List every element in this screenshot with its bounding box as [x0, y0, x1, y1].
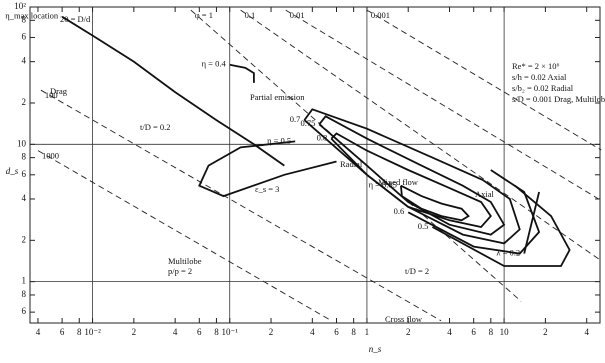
curve — [61, 15, 285, 167]
x-tick-label: 6 — [60, 327, 65, 337]
y-tick-label: 8 — [22, 289, 27, 299]
x-tick-label: 8 — [214, 327, 219, 337]
x-tick-label: 2 — [132, 327, 137, 337]
y-tick-label: 8 — [22, 152, 27, 162]
x-tick-label: 6 — [471, 327, 476, 337]
curve-label: 0.7 — [290, 114, 301, 124]
x-tick-label: 2 — [406, 327, 411, 337]
y-tick-label: 4 — [22, 193, 27, 203]
dashed-line — [240, 9, 602, 262]
curve — [431, 185, 571, 267]
curve-label: η_max location — [5, 11, 59, 21]
curve-label: 100 — [45, 90, 58, 100]
dashed-line — [366, 9, 602, 151]
y-tick-label: 2 — [22, 234, 27, 244]
annotation: s/b₂ = 0.02 Radial — [512, 83, 574, 93]
annotation: Axial — [475, 189, 495, 199]
curve-label: η = 0.85 — [369, 180, 397, 190]
annotation: p/p = 2 — [168, 266, 192, 276]
y-tick-label: 10² — [14, 1, 26, 11]
x-tick-label: 6 — [334, 327, 339, 337]
x-tick-label: 1 — [365, 327, 370, 337]
annotation: s/D = 0.001 Drag, Multilobe — [512, 94, 605, 104]
annotation: t/D = 2 — [405, 266, 429, 276]
annotation: s/h = 0.02 Axial — [512, 72, 567, 82]
x-tick-label: 4 — [310, 327, 315, 337]
y-tick-label: 1 — [22, 276, 27, 286]
x-tick-label: 6 — [197, 327, 202, 337]
curve-label: η = 0.5 — [267, 135, 291, 145]
annotation: ε_s = 3 — [255, 184, 279, 194]
annotation: Re* = 2 × 10⁶ — [512, 61, 560, 71]
annotation: t/D = 0.2 — [140, 122, 171, 132]
curve-label: 0.01 — [290, 10, 305, 20]
dashed-line — [37, 150, 332, 322]
annotation: Multilobe — [168, 256, 202, 266]
curve-label: 0.5 — [418, 221, 429, 231]
x-tick-label: 2 — [269, 327, 274, 337]
y-tick-label: 6 — [22, 32, 27, 42]
y-tick-label: 2 — [22, 97, 27, 107]
curve-label: 0.8 — [317, 133, 328, 143]
annotation: Mixed flow — [378, 177, 419, 187]
annotation: Partial emission — [250, 92, 305, 102]
curve — [523, 191, 540, 254]
dashed-line — [285, 9, 602, 201]
y-axis-label: d_s — [6, 166, 19, 176]
x-tick-label: 4 — [447, 327, 452, 337]
curve — [229, 63, 255, 83]
y-tick-label: 10 — [17, 138, 27, 148]
curve — [400, 184, 470, 222]
y-tick-label: 8 — [22, 14, 27, 24]
y-tick-label: 6 — [22, 306, 27, 316]
x-tick-label: 10⁻¹ — [222, 327, 239, 337]
x-tick-label: 4 — [584, 327, 589, 337]
curve — [303, 108, 521, 245]
x-tick-label: 2 — [543, 327, 548, 337]
curve — [198, 140, 337, 198]
annotation: Drag — [50, 86, 68, 96]
y-tick-label: 4 — [22, 56, 27, 66]
annotation: Cross flow — [385, 314, 423, 324]
x-tick-label: 10⁻² — [84, 327, 101, 337]
curve-label: 0.001 — [371, 10, 390, 20]
dashed-line — [40, 89, 442, 322]
x-tick-label: 10 — [500, 327, 510, 337]
x-tick-label: 4 — [36, 327, 41, 337]
x-tick-label: 8 — [489, 327, 494, 337]
curve-label: λ = 0.2 — [496, 248, 520, 258]
y-tick-label: 6 — [22, 169, 27, 179]
curve-label: 0.6 — [394, 206, 405, 216]
curve-label: 1000 — [42, 151, 59, 161]
plot-frame — [29, 6, 601, 324]
x-axis-label: n_s — [369, 344, 382, 354]
curve — [318, 115, 506, 236]
x-tick-label: 8 — [351, 327, 356, 337]
annotation: Radial — [340, 159, 363, 169]
curve-label: 0.1 — [245, 10, 256, 20]
annotation: 20 = D/d — [60, 14, 91, 24]
curve-label: φ = 1 — [195, 10, 213, 20]
curve-label: η = 0.4 — [202, 59, 227, 69]
x-tick-label: 4 — [173, 327, 178, 337]
x-tick-label: 8 — [77, 327, 82, 337]
